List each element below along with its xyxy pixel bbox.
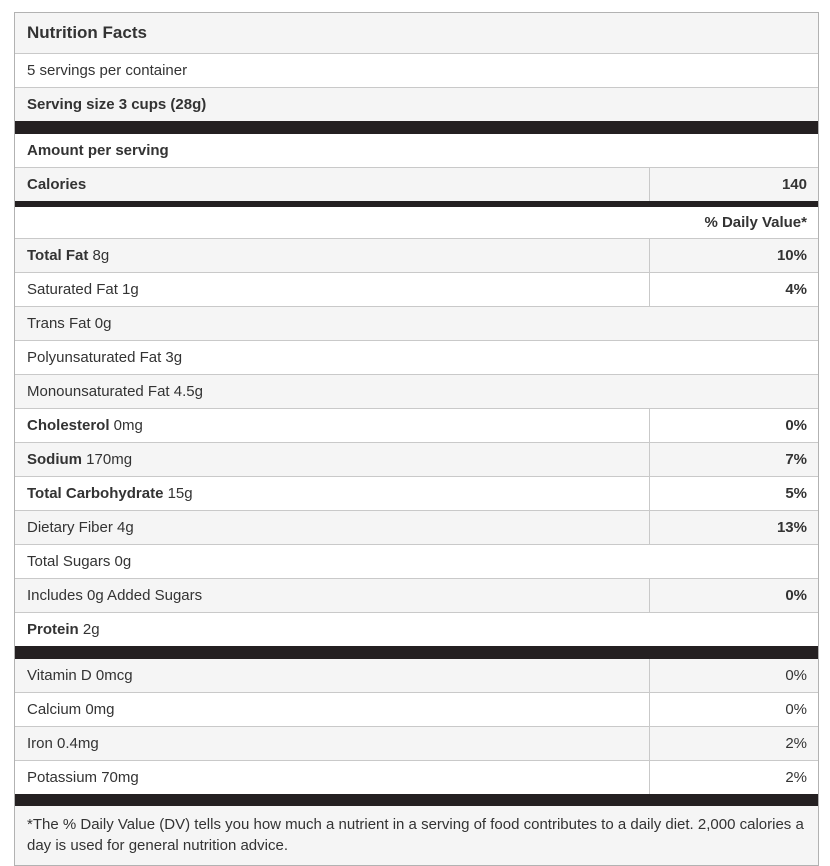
label-title: Nutrition Facts xyxy=(27,23,147,42)
nutrient-row: Monounsaturated Fat 4.5g xyxy=(15,374,818,408)
nutrient-row-daily-value: 10% xyxy=(649,239,818,272)
nutrient-row: Protein 2g xyxy=(15,612,818,646)
nutrient-row: Polyunsaturated Fat 3g xyxy=(15,340,818,374)
vitamin-rows-section: Vitamin D 0mcg 0% Calcium 0mg 0% Iron 0.4mg 2… xyxy=(15,659,818,794)
vitamin-row: Potassium 70mg 2% xyxy=(15,760,818,794)
nutrient-row: Trans Fat 0g xyxy=(15,306,818,340)
nutrient-row-label: Total Fat 8g xyxy=(27,247,110,264)
medium-divider-bar xyxy=(15,201,818,207)
nutrient-row: Dietary Fiber 4g 13% xyxy=(15,510,818,544)
vitamin-row: Iron 0.4mg 2% xyxy=(15,726,818,760)
nutrient-row-daily-value: 4% xyxy=(649,273,818,306)
nutrient-row: Total Carbohydrate 15g 5% xyxy=(15,476,818,510)
nutrient-row-label: Total Sugars 0g xyxy=(27,553,132,570)
calories-row: Calories 140 xyxy=(15,167,818,201)
nutrient-row-label: Polyunsaturated Fat 3g xyxy=(27,349,183,366)
label-title-row: Nutrition Facts xyxy=(15,13,818,53)
vitamin-row-label: Potassium 70mg xyxy=(27,769,139,786)
vitamin-row-label: Calcium 0mg xyxy=(27,701,115,718)
serving-size-row: Serving size 3 cups (28g) xyxy=(15,87,818,121)
vitamin-row-label: Iron 0.4mg xyxy=(27,735,99,752)
amount-per-serving-row: Amount per serving xyxy=(15,134,818,167)
vitamin-row: Calcium 0mg 0% xyxy=(15,692,818,726)
vitamin-row-daily-value: 2% xyxy=(649,761,818,794)
serving-size: Serving size 3 cups (28g) xyxy=(27,96,207,113)
nutrient-row-label: Trans Fat 0g xyxy=(27,315,112,332)
nutrition-facts-label: Nutrition Facts 5 servings per container… xyxy=(14,12,819,866)
nutrient-row-label: Cholesterol 0mg xyxy=(27,417,143,434)
nutrient-row-daily-value: 5% xyxy=(649,477,818,510)
daily-value-header-row: % Daily Value* xyxy=(15,207,818,238)
nutrient-row: Includes 0g Added Sugars 0% xyxy=(15,578,818,612)
nutrient-row-daily-value: 0% xyxy=(649,409,818,442)
nutrient-row-daily-value: 0% xyxy=(649,579,818,612)
calories-value: 140 xyxy=(649,168,818,201)
servings-per-container: 5 servings per container xyxy=(27,62,188,79)
thick-divider-bar-bottom xyxy=(15,794,818,806)
nutrient-row-label: Sodium 170mg xyxy=(27,451,133,468)
nutrient-row-daily-value: 7% xyxy=(649,443,818,476)
vitamin-row-daily-value: 0% xyxy=(649,693,818,726)
daily-value-header: % Daily Value* xyxy=(704,214,807,231)
nutrient-row-label: Monounsaturated Fat 4.5g xyxy=(27,383,203,400)
nutrient-row: Saturated Fat 1g 4% xyxy=(15,272,818,306)
servings-per-container-row: 5 servings per container xyxy=(15,53,818,87)
vitamin-row-daily-value: 2% xyxy=(649,727,818,760)
nutrient-row-daily-value: 13% xyxy=(649,511,818,544)
nutrient-row: Total Sugars 0g xyxy=(15,544,818,578)
nutrient-row-label: Saturated Fat 1g xyxy=(27,281,139,298)
calories-label: Calories xyxy=(27,176,87,193)
nutrient-row: Cholesterol 0mg 0% xyxy=(15,408,818,442)
vitamin-row: Vitamin D 0mcg 0% xyxy=(15,659,818,692)
thick-divider-bar-top xyxy=(15,121,818,134)
nutrient-row-label: Dietary Fiber 4g xyxy=(27,519,134,536)
nutrient-row-label: Includes 0g Added Sugars xyxy=(27,587,203,604)
vitamin-row-label: Vitamin D 0mcg xyxy=(27,667,133,684)
nutrient-rows-section: Total Fat 8g 10% Saturated Fat 1g 4% Trans F… xyxy=(15,238,818,646)
amount-per-serving: Amount per serving xyxy=(27,142,169,159)
thick-divider-bar-middle xyxy=(15,646,818,659)
nutrient-row-label: Protein 2g xyxy=(27,621,100,638)
vitamin-row-daily-value: 0% xyxy=(649,659,818,692)
nutrient-row: Sodium 170mg 7% xyxy=(15,442,818,476)
nutrient-row-label: Total Carbohydrate 15g xyxy=(27,485,193,502)
nutrient-row: Total Fat 8g 10% xyxy=(15,238,818,272)
footnote: *The % Daily Value (DV) tells you how mu… xyxy=(15,806,818,865)
